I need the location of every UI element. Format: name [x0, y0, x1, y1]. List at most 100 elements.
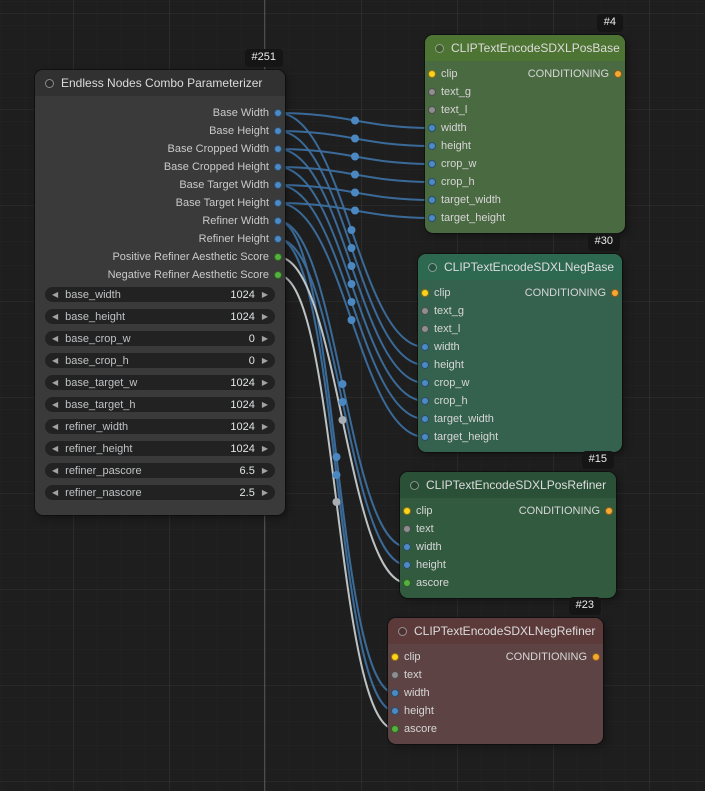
decrement-icon[interactable]: ◀	[52, 487, 59, 497]
input-port-crop-w[interactable]	[428, 160, 436, 168]
node-title[interactable]: CLIPTextEncodeSDXLPosRefiner	[400, 472, 616, 498]
output-label: Base Cropped Height	[163, 161, 269, 173]
increment-icon[interactable]: ▶	[261, 289, 268, 299]
decrement-icon[interactable]: ◀	[52, 377, 59, 387]
collapse-dot-icon[interactable]	[398, 626, 407, 636]
input-port-clip[interactable]	[403, 507, 411, 515]
input-port-text-l[interactable]	[428, 106, 436, 114]
collapse-dot-icon[interactable]	[428, 262, 437, 272]
decrement-icon[interactable]: ◀	[52, 289, 59, 299]
node-title[interactable]: CLIPTextEncodeSDXLNegBase	[418, 254, 622, 280]
input-port-width[interactable]	[428, 124, 436, 132]
output-port-base-cropped-width[interactable]	[274, 145, 282, 153]
node-neg-base[interactable]: #30 CLIPTextEncodeSDXLNegBase clip CONDIT…	[418, 233, 622, 452]
increment-icon[interactable]: ▶	[261, 487, 268, 497]
widget-refiner-height[interactable]: ◀ refiner_height 1024 ▶	[45, 441, 275, 456]
input-port-text[interactable]	[403, 525, 411, 533]
widget-value: 2.5	[239, 486, 255, 499]
output-port-base-cropped-height[interactable]	[274, 163, 282, 171]
collapse-dot-icon[interactable]	[45, 78, 54, 88]
input-port-target-width[interactable]	[421, 415, 429, 423]
increment-icon[interactable]: ▶	[261, 333, 268, 343]
input-port-height[interactable]	[403, 561, 411, 569]
decrement-icon[interactable]: ◀	[52, 465, 59, 475]
decrement-icon[interactable]: ◀	[52, 399, 59, 409]
input-label: width	[404, 687, 430, 699]
input-port-width[interactable]	[403, 543, 411, 551]
input-port-width[interactable]	[421, 343, 429, 351]
input-label: width	[441, 122, 467, 134]
increment-icon[interactable]: ▶	[261, 377, 268, 387]
output-port-conditioning[interactable]	[614, 70, 622, 78]
node-id-badge: #15	[581, 451, 614, 469]
widget-base-crop-w[interactable]: ◀ base_crop_w 0 ▶	[45, 331, 275, 346]
decrement-icon[interactable]: ◀	[52, 333, 59, 343]
output-port-negative-aesthetic-score[interactable]	[274, 271, 282, 279]
collapse-dot-icon[interactable]	[435, 43, 444, 53]
input-port-height[interactable]	[391, 707, 399, 715]
slot-list: clip CONDITIONING text width height ascor…	[388, 648, 603, 744]
output-port-refiner-width[interactable]	[274, 217, 282, 225]
input-port-text-l[interactable]	[421, 325, 429, 333]
widget-refiner-pascore[interactable]: ◀ refiner_pascore 6.5 ▶	[45, 463, 275, 478]
output-port-positive-aesthetic-score[interactable]	[274, 253, 282, 261]
widget-refiner-nascore[interactable]: ◀ refiner_nascore 2.5 ▶	[45, 485, 275, 500]
input-port-text-g[interactable]	[428, 88, 436, 96]
collapse-dot-icon[interactable]	[410, 480, 419, 490]
node-parameterizer[interactable]: #251 Endless Nodes Combo Parameterizer B…	[35, 49, 285, 515]
increment-icon[interactable]: ▶	[261, 311, 268, 321]
input-port-crop-w[interactable]	[421, 379, 429, 387]
widget-base-target-h[interactable]: ◀ base_target_h 1024 ▶	[45, 397, 275, 412]
increment-icon[interactable]: ▶	[261, 421, 268, 431]
increment-icon[interactable]: ▶	[261, 465, 268, 475]
input-port-ascore[interactable]	[403, 579, 411, 587]
output-port-base-height[interactable]	[274, 127, 282, 135]
input-port-clip[interactable]	[391, 653, 399, 661]
input-port-height[interactable]	[421, 361, 429, 369]
decrement-icon[interactable]: ◀	[52, 421, 59, 431]
increment-icon[interactable]: ▶	[261, 399, 268, 409]
widget-base-width[interactable]: ◀ base_width 1024 ▶	[45, 287, 275, 302]
input-port-height[interactable]	[428, 142, 436, 150]
input-port-target-height[interactable]	[428, 214, 436, 222]
input-port-ascore[interactable]	[391, 725, 399, 733]
input-port-target-width[interactable]	[428, 196, 436, 204]
node-title[interactable]: Endless Nodes Combo Parameterizer	[35, 70, 285, 96]
output-port-conditioning[interactable]	[605, 507, 613, 515]
input-port-text-g[interactable]	[421, 307, 429, 315]
widget-base-target-w[interactable]: ◀ base_target_w 1024 ▶	[45, 375, 275, 390]
slot-row: crop_h	[425, 173, 625, 191]
increment-icon[interactable]: ▶	[261, 355, 268, 365]
output-port-base-target-width[interactable]	[274, 181, 282, 189]
node-title[interactable]: CLIPTextEncodeSDXLNegRefiner	[388, 618, 603, 644]
input-port-crop-h[interactable]	[428, 178, 436, 186]
decrement-icon[interactable]: ◀	[52, 311, 59, 321]
slot-row: crop_w	[425, 155, 625, 173]
output-port-conditioning[interactable]	[611, 289, 619, 297]
widget-base-height[interactable]: ◀ base_height 1024 ▶	[45, 309, 275, 324]
node-neg-refiner[interactable]: #23 CLIPTextEncodeSDXLNegRefiner clip CON…	[388, 597, 603, 744]
output-port-conditioning[interactable]	[592, 653, 600, 661]
output-row: Base Target Width	[35, 176, 285, 194]
increment-icon[interactable]: ▶	[261, 443, 268, 453]
output-port-base-target-height[interactable]	[274, 199, 282, 207]
output-row: Negative Refiner Aesthetic Score	[35, 266, 285, 284]
input-port-target-height[interactable]	[421, 433, 429, 441]
input-port-clip[interactable]	[421, 289, 429, 297]
input-port-text[interactable]	[391, 671, 399, 679]
node-pos-refiner[interactable]: #15 CLIPTextEncodeSDXLPosRefiner clip CON…	[400, 451, 616, 598]
output-label: Positive Refiner Aesthetic Score	[112, 251, 269, 263]
input-port-crop-h[interactable]	[421, 397, 429, 405]
output-port-refiner-height[interactable]	[274, 235, 282, 243]
output-port-base-width[interactable]	[274, 109, 282, 117]
widget-refiner-width[interactable]: ◀ refiner_width 1024 ▶	[45, 419, 275, 434]
input-port-clip[interactable]	[428, 70, 436, 78]
node-pos-base[interactable]: #4 CLIPTextEncodeSDXLPosBase clip CONDITI…	[425, 14, 625, 233]
decrement-icon[interactable]: ◀	[52, 443, 59, 453]
widget-base-crop-h[interactable]: ◀ base_crop_h 0 ▶	[45, 353, 275, 368]
input-port-width[interactable]	[391, 689, 399, 697]
node-title[interactable]: CLIPTextEncodeSDXLPosBase	[425, 35, 625, 61]
decrement-icon[interactable]: ◀	[52, 355, 59, 365]
output-slot-list: Base Width Base Height Base Cropped Widt…	[35, 104, 285, 284]
